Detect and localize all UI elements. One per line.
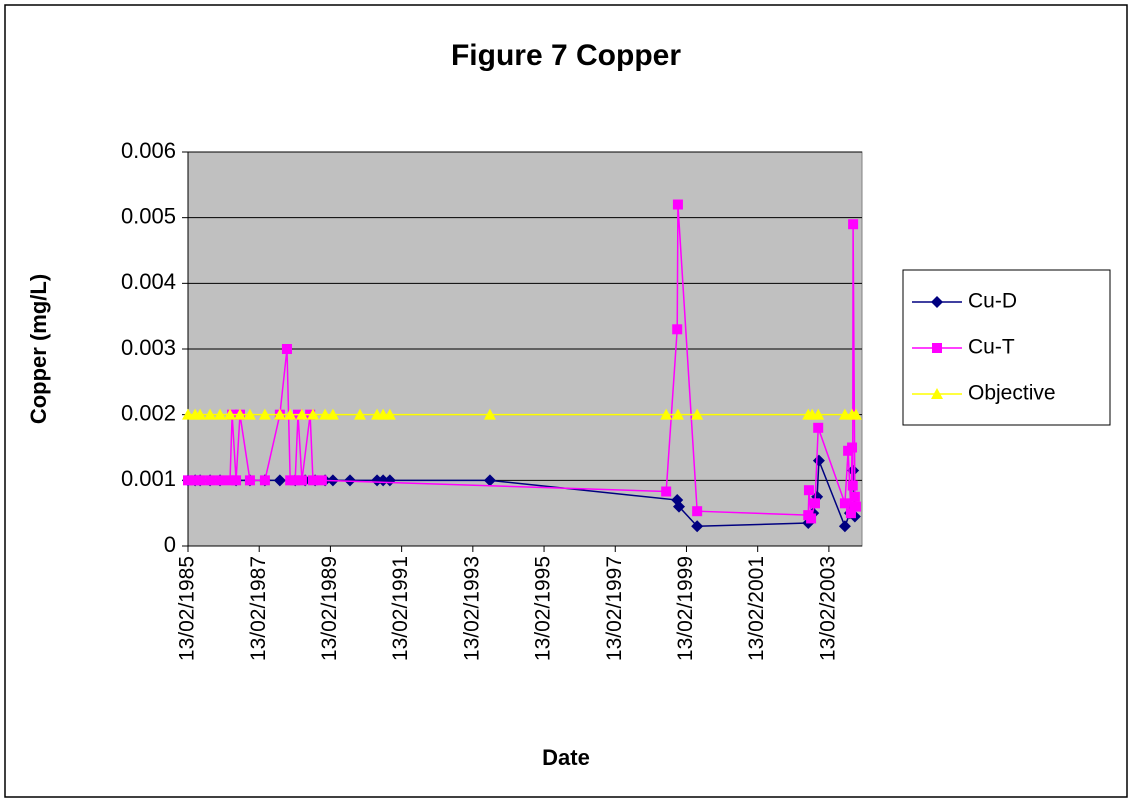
marker xyxy=(661,486,672,497)
marker xyxy=(692,506,703,517)
marker xyxy=(672,324,683,335)
marker xyxy=(839,498,850,509)
marker xyxy=(319,408,332,420)
marker xyxy=(307,475,318,486)
marker xyxy=(231,475,242,486)
marker xyxy=(353,408,366,420)
marker xyxy=(672,199,683,210)
marker xyxy=(225,475,236,486)
marker xyxy=(273,474,286,487)
marker xyxy=(306,408,319,420)
marker xyxy=(183,475,193,486)
marker xyxy=(691,520,704,533)
marker xyxy=(259,475,270,486)
marker xyxy=(812,408,825,420)
marker xyxy=(931,296,943,308)
chart-title: Figure 7 Copper xyxy=(451,39,681,72)
marker xyxy=(233,408,246,420)
marker xyxy=(284,408,297,420)
marker xyxy=(810,498,821,509)
marker xyxy=(845,508,856,519)
marker xyxy=(244,475,255,486)
marker xyxy=(290,475,301,486)
x-tick-label: 13/02/1999 xyxy=(674,556,697,661)
marker xyxy=(296,475,307,486)
marker xyxy=(847,442,858,453)
marker xyxy=(849,491,860,502)
marker xyxy=(344,474,357,487)
marker xyxy=(803,485,814,496)
marker xyxy=(838,520,851,533)
marker xyxy=(326,408,339,420)
marker xyxy=(316,475,327,486)
marker xyxy=(671,408,684,420)
marker xyxy=(483,408,496,420)
marker xyxy=(377,474,390,487)
marker xyxy=(258,408,271,420)
x-tick-label: 13/02/1991 xyxy=(389,556,412,661)
marker xyxy=(195,475,206,486)
y-axis-label: Copper (mg/L) xyxy=(26,274,51,424)
marker xyxy=(931,388,943,399)
marker xyxy=(243,408,256,420)
marker xyxy=(849,408,862,420)
x-axis-label: Date xyxy=(542,745,590,770)
x-tick-label: 13/02/2003 xyxy=(816,556,839,661)
x-tick-label: 13/02/2001 xyxy=(745,556,768,661)
y-tick-label: 0.004 xyxy=(121,269,176,294)
marker xyxy=(281,344,292,354)
legend-label: Cu-T xyxy=(968,336,1015,359)
marker xyxy=(194,408,207,420)
x-tick-label: 13/02/1995 xyxy=(532,556,555,661)
y-tick-label: 0.001 xyxy=(121,466,176,491)
marker xyxy=(204,408,217,420)
marker xyxy=(660,408,673,420)
marker xyxy=(205,475,216,486)
marker xyxy=(214,408,227,420)
marker xyxy=(812,454,825,467)
legend-label: Objective xyxy=(968,382,1056,405)
marker xyxy=(691,408,704,420)
marker xyxy=(295,408,308,420)
marker xyxy=(483,474,496,487)
marker xyxy=(215,475,226,486)
marker xyxy=(224,408,237,420)
legend-label: Cu-D xyxy=(968,290,1017,313)
marker xyxy=(672,500,685,513)
marker xyxy=(383,408,396,420)
marker xyxy=(848,219,859,230)
x-tick-label: 13/02/1985 xyxy=(176,556,199,661)
x-tick-label: 13/02/1997 xyxy=(603,556,626,661)
marker xyxy=(847,480,858,491)
y-tick-label: 0 xyxy=(164,532,176,557)
x-tick-label: 13/02/1989 xyxy=(318,556,341,661)
x-tick-label: 13/02/1987 xyxy=(247,556,270,661)
marker xyxy=(813,422,824,433)
marker xyxy=(850,501,861,512)
y-tick-label: 0.005 xyxy=(121,203,176,228)
marker xyxy=(932,343,942,353)
x-tick-label: 13/02/1993 xyxy=(460,556,483,661)
y-tick-label: 0.006 xyxy=(121,138,176,163)
marker xyxy=(371,474,384,487)
y-tick-label: 0.003 xyxy=(121,335,176,360)
marker xyxy=(273,408,286,420)
y-tick-label: 0.002 xyxy=(121,400,176,425)
marker xyxy=(806,513,817,524)
